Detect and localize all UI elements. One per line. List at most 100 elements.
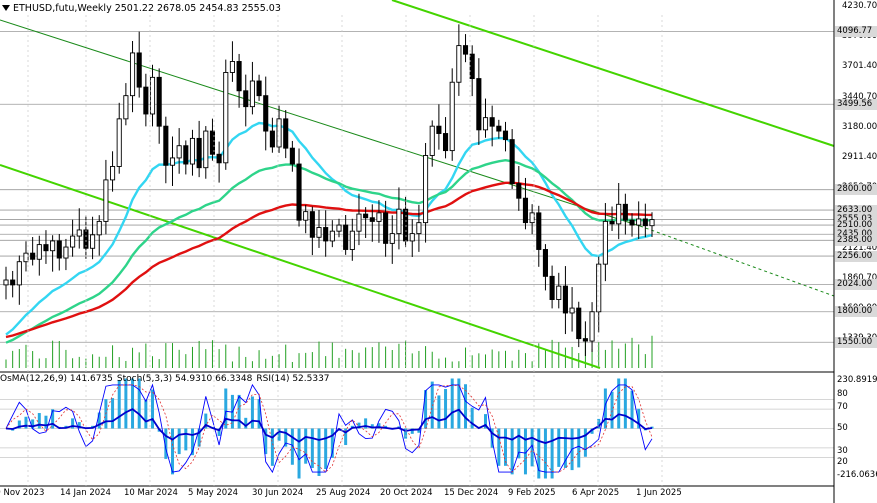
bear-candle (136, 52, 142, 88)
time-tick-label: 6 Apr 2025 (572, 488, 620, 498)
osc-axis-label: 20 (837, 457, 848, 467)
bear-candle (209, 130, 216, 155)
bull-candle (602, 220, 608, 265)
bear-candle (462, 45, 469, 55)
bear-candle (496, 125, 502, 132)
dropdown-arrow-icon[interactable] (2, 5, 10, 11)
bear-candle (283, 118, 289, 149)
level-price-label: 2633.00 (835, 204, 877, 216)
price-tick-label: 1860.70 (842, 272, 877, 283)
bull-candle (116, 118, 122, 167)
bear-candle (163, 125, 169, 166)
bear-candle (522, 197, 529, 224)
bull-candle (123, 95, 129, 120)
bull-candle (589, 311, 595, 342)
bull-candle (176, 145, 182, 159)
bear-candle (629, 219, 635, 226)
bull-candle (336, 224, 342, 232)
bull-candle (76, 229, 82, 237)
bull-candle (396, 208, 402, 235)
bear-candle (576, 307, 582, 340)
bull-candle (596, 263, 602, 313)
symbol-header[interactable]: ETHUSD,futu,Weekly 2501.22 2678.05 2454.… (0, 1, 281, 15)
bear-candle (56, 240, 62, 259)
bull-candle (376, 212, 382, 222)
bear-candle (369, 217, 375, 222)
bear-candle (263, 95, 269, 132)
bear-candle (196, 137, 202, 169)
bear-candle (289, 147, 295, 165)
bull-candle (649, 219, 655, 227)
bull-candle (70, 235, 76, 248)
osc-axis-label: 80 (837, 389, 848, 399)
bull-candle (303, 211, 309, 221)
level-price-label: 1800.00 (835, 306, 877, 318)
bull-candle (389, 233, 395, 244)
bear-candle (30, 252, 36, 260)
price-tick-label: 3180.00 (842, 121, 877, 132)
bull-candle (16, 261, 22, 286)
bull-candle (636, 218, 642, 226)
bear-candle (156, 76, 162, 127)
time-tick-label: 15 Dec 2024 (444, 488, 499, 498)
bear-candle (403, 208, 409, 242)
bull-candle (103, 179, 109, 222)
bull-candle (569, 307, 575, 314)
stoch-main-line (5, 383, 653, 474)
osma-legend: OsMA(12,26,9) 141.6735 (0, 374, 113, 384)
bear-candle (236, 61, 242, 92)
chart-grid (0, 30, 834, 343)
level-price-label: 2435.00 (835, 228, 877, 240)
osc-axis-label: 230.8919 (837, 375, 877, 385)
ema-fast-line (5, 121, 653, 336)
bear-candle (549, 275, 555, 300)
bear-candle (542, 249, 548, 277)
symbol-label: ETHUSD,futu,Weekly (13, 2, 112, 14)
level-price-label: 3499.56 (835, 98, 877, 110)
bull-candle (169, 157, 176, 166)
bull-candle (316, 227, 322, 238)
bull-candle (90, 234, 96, 249)
bear-candle (436, 125, 442, 134)
bull-candle (229, 61, 235, 73)
bull-candle (129, 52, 136, 97)
time-tick-label: 20 Oct 2024 (380, 488, 433, 498)
bear-candle (609, 220, 615, 225)
bear-candle (642, 218, 648, 227)
bull-candle (356, 213, 362, 232)
bear-candle (476, 78, 482, 131)
osc-axis-label: -216.0636 (837, 470, 877, 480)
channel-line (0, 19, 641, 227)
bull-candle (203, 130, 209, 169)
time-tick-label: 14 Jan 2024 (60, 488, 111, 498)
level-price-label: 1550.00 (835, 336, 877, 348)
price-tick-label: 4230.70 (842, 1, 877, 11)
ema-slow-line (5, 181, 653, 339)
bear-candle (489, 117, 495, 127)
bear-candle (83, 229, 89, 249)
bear-candle (43, 244, 49, 252)
bull-candle (223, 72, 229, 164)
bear-candle (622, 203, 628, 221)
bear-candle (343, 224, 349, 250)
time-tick-label: 10 Mar 2024 (124, 488, 178, 498)
stoch-legend: Stoch(5,3,3) 54.9310 66.3348 (116, 374, 253, 384)
price-tick-label: 3440.70 (842, 91, 877, 102)
rsi-legend: RSI(14) 52.5337 (256, 374, 330, 384)
bear-candle (509, 139, 515, 185)
chart-frame (0, 0, 835, 503)
bull-candle (456, 45, 462, 83)
price-tick-label: 2911.40 (842, 152, 877, 162)
bull-candle (423, 155, 429, 224)
open-value: 2501.22 (114, 2, 154, 14)
bull-candle (3, 279, 9, 286)
bear-candle (216, 153, 222, 164)
upper-trend-line (391, 0, 835, 147)
bear-candle (309, 211, 315, 238)
close-value: 2555.03 (241, 2, 281, 14)
bear-candle (562, 285, 568, 314)
bull-candle (149, 76, 156, 115)
level-price-label: 4096.77 (835, 25, 877, 37)
bull-candle (416, 222, 422, 235)
